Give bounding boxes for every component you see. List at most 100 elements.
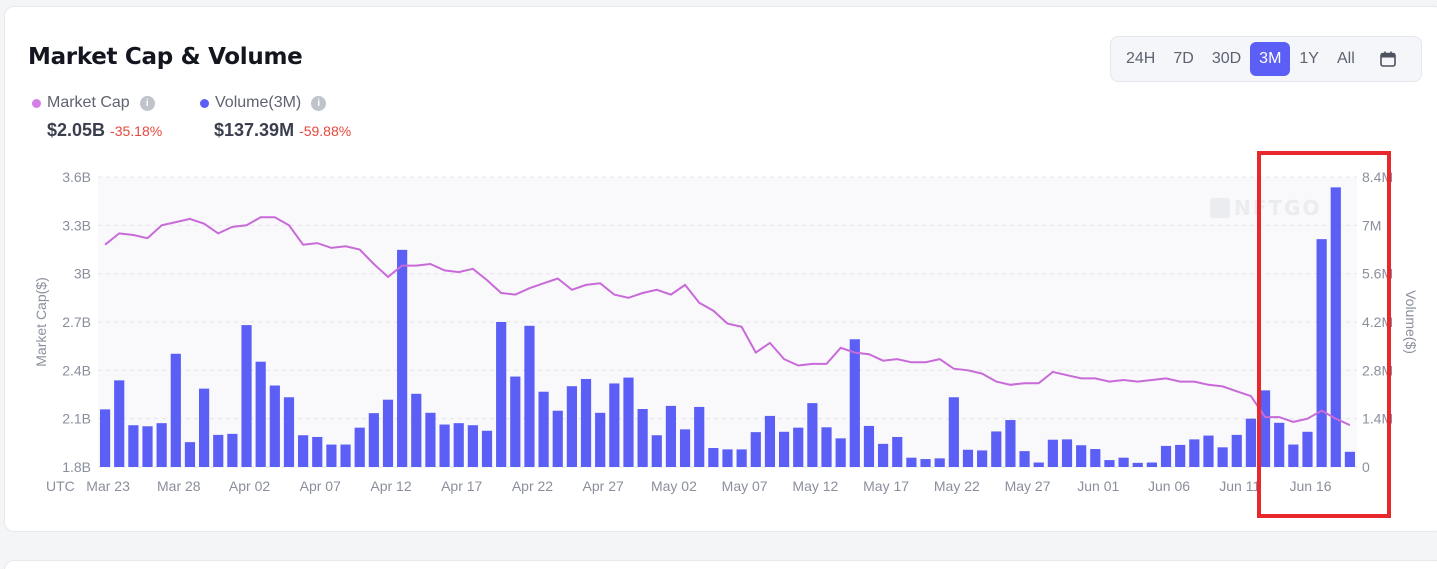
volume-bar xyxy=(213,434,224,467)
volume-bar xyxy=(977,450,988,467)
volume-bar xyxy=(948,397,959,467)
volume-bar xyxy=(778,431,790,467)
volume-bar xyxy=(651,435,662,467)
x-tick-label: Jun 16 xyxy=(1289,478,1331,494)
right-tick-label: 4.2M xyxy=(1362,314,1393,330)
volume-bar xyxy=(609,383,620,467)
x-tick-label: May 02 xyxy=(651,478,697,494)
range-button-3m[interactable]: 3M xyxy=(1250,42,1291,76)
volume-bar xyxy=(1033,462,1044,467)
legend-label-volume: Volume(3M) xyxy=(215,94,302,111)
x-tick-label: Jun 01 xyxy=(1077,478,1119,494)
x-tick-label: Apr 07 xyxy=(300,478,341,494)
watermark-text: NFTGO xyxy=(1234,196,1321,220)
volume-bar xyxy=(397,249,408,467)
volume-bars xyxy=(99,187,1356,467)
range-button-1y[interactable]: 1Y xyxy=(1299,50,1319,67)
volume-bar xyxy=(1175,444,1186,467)
volume-bar xyxy=(255,361,266,467)
volume-bar xyxy=(1189,439,1200,467)
range-button-7d[interactable]: 7D xyxy=(1173,50,1194,67)
volume-bar xyxy=(184,442,196,467)
range-button-24h[interactable]: 24H xyxy=(1126,50,1156,67)
volume-bar xyxy=(1061,439,1073,467)
volume-bar xyxy=(1288,444,1299,467)
volume-bar xyxy=(722,449,733,467)
legend-item-volume[interactable]: Volume(3M) i xyxy=(200,94,327,112)
volume-bar xyxy=(962,449,974,467)
x-tick-label: May 27 xyxy=(1005,478,1051,494)
info-icon[interactable]: i xyxy=(139,95,155,111)
calendar-button[interactable] xyxy=(1364,42,1406,76)
right-tick-label: 0 xyxy=(1362,459,1370,475)
volume-bar xyxy=(340,444,351,467)
volume-bar xyxy=(1076,445,1087,467)
right-axis-title: Volume($) xyxy=(1403,290,1419,354)
volume-bar xyxy=(793,427,804,467)
right-tick-label: 1.4M xyxy=(1362,411,1393,427)
volume-bar xyxy=(1316,239,1327,467)
x-axis-utc-label: UTC xyxy=(46,478,75,494)
volume-bar xyxy=(1146,462,1157,467)
volume-summary: $137.39M -59.88% xyxy=(214,120,351,141)
volume-bar xyxy=(453,423,464,467)
range-button-30d[interactable]: 30D xyxy=(1211,50,1242,67)
volume-bar xyxy=(991,431,1002,467)
volume-value: $137.39M xyxy=(214,120,295,140)
legend-label-market-cap: Market Cap xyxy=(47,94,130,111)
volume-bar xyxy=(595,412,606,467)
market-cap-summary: $2.05B -35.18% xyxy=(47,120,162,141)
volume-bar xyxy=(1047,439,1058,467)
volume-bar xyxy=(566,386,577,467)
volume-bar xyxy=(241,325,252,467)
volume-bar xyxy=(764,415,776,467)
volume-bar xyxy=(354,427,365,467)
volume-bar xyxy=(835,438,846,467)
left-tick-label: 3.6B xyxy=(62,169,91,185)
volume-bar xyxy=(227,433,238,467)
left-tick-label: 2.7B xyxy=(62,314,91,330)
left-axis-title: Market Cap($) xyxy=(33,277,49,366)
x-tick-label: Apr 17 xyxy=(441,478,482,494)
x-tick-label: Apr 02 xyxy=(229,478,270,494)
x-tick-label: Jun 11 xyxy=(1219,478,1260,494)
volume-bar xyxy=(1118,457,1129,467)
volume-bar xyxy=(156,423,167,467)
volume-bar xyxy=(580,378,592,467)
volume-bar xyxy=(467,425,478,467)
volume-bar xyxy=(114,380,125,467)
info-icon[interactable]: i xyxy=(311,95,327,111)
volume-bar xyxy=(863,425,875,467)
x-tick-label: May 12 xyxy=(792,478,838,494)
x-tick-label: May 07 xyxy=(722,478,768,494)
right-tick-label: 2.8M xyxy=(1362,362,1393,378)
market-cap-dot-icon xyxy=(32,98,41,108)
volume-bar xyxy=(199,388,210,467)
highlight-box xyxy=(1257,151,1391,518)
volume-dot-icon xyxy=(200,98,209,108)
volume-bar xyxy=(298,435,309,467)
legend-item-market-cap[interactable]: Market Cap i xyxy=(32,94,155,112)
volume-bar xyxy=(552,410,563,467)
x-tick-label: May 22 xyxy=(934,478,980,494)
volume-bar xyxy=(892,436,903,467)
right-tick-label: 7M xyxy=(1362,217,1381,233)
volume-bar xyxy=(679,429,691,467)
volume-bar xyxy=(1160,445,1172,467)
x-tick-label: Apr 12 xyxy=(370,478,411,494)
right-tick-label: 8.4M xyxy=(1362,169,1393,185)
volume-bar xyxy=(849,339,860,467)
volume-bar xyxy=(623,377,634,467)
volume-bar xyxy=(694,406,705,467)
calendar-icon xyxy=(1379,51,1396,67)
volume-bar xyxy=(821,427,832,467)
watermark: NFTGO xyxy=(1210,196,1321,220)
range-button-all[interactable]: All xyxy=(1336,50,1355,67)
volume-bar xyxy=(1090,449,1101,467)
volume-bar xyxy=(524,325,535,467)
right-axis-ticks: 0 1.4M 2.8M 4.2M 5.6M 7M 8.4M xyxy=(1362,169,1393,475)
volume-bar xyxy=(1217,447,1228,467)
x-tick-label: Mar 28 xyxy=(157,478,201,494)
left-axis-ticks: 1.8B 2.1B 2.4B 2.7B 3B 3.3B 3.6B xyxy=(62,169,91,475)
